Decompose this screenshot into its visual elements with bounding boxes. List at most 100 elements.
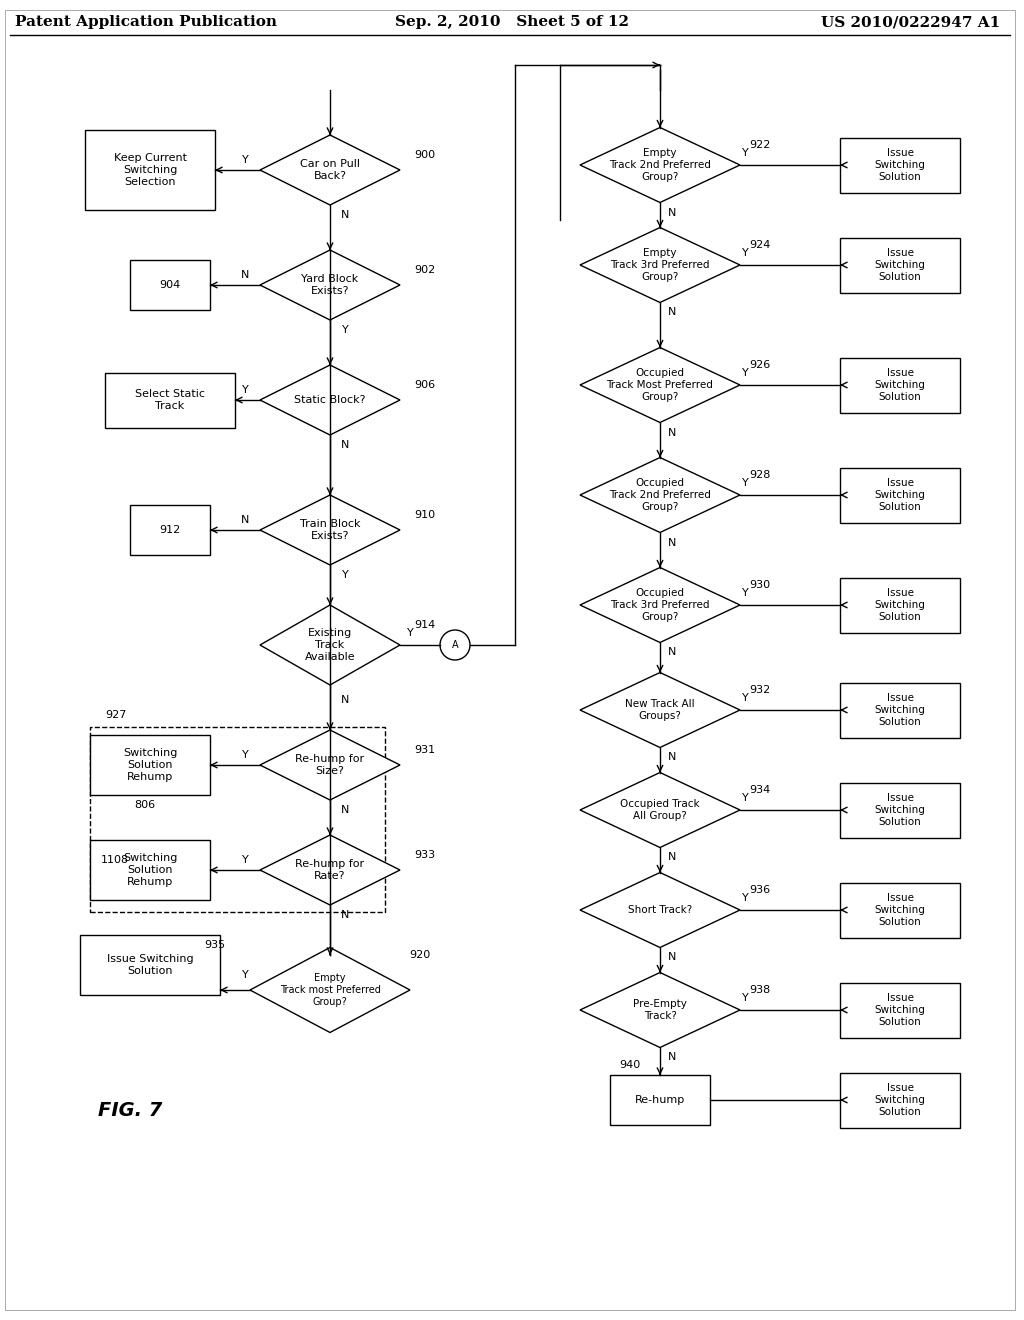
Circle shape: [440, 630, 470, 660]
Polygon shape: [260, 135, 400, 205]
Text: Pre-Empty
Track?: Pre-Empty Track?: [633, 999, 687, 1020]
FancyBboxPatch shape: [105, 372, 234, 428]
FancyBboxPatch shape: [840, 783, 961, 837]
Text: N: N: [668, 537, 676, 548]
Text: Issue
Switching
Solution: Issue Switching Solution: [874, 248, 926, 281]
Text: 806: 806: [134, 800, 156, 810]
Text: 927: 927: [105, 710, 126, 719]
Polygon shape: [260, 249, 400, 319]
Text: N: N: [341, 210, 349, 220]
FancyBboxPatch shape: [130, 260, 210, 310]
FancyBboxPatch shape: [90, 727, 385, 912]
FancyBboxPatch shape: [80, 935, 220, 995]
Text: FIG. 7: FIG. 7: [98, 1101, 162, 1119]
Text: Issue
Switching
Solution: Issue Switching Solution: [874, 894, 926, 927]
Polygon shape: [580, 347, 740, 422]
FancyBboxPatch shape: [840, 982, 961, 1038]
Text: Occupied
Track Most Preferred
Group?: Occupied Track Most Preferred Group?: [606, 368, 714, 401]
Text: N: N: [668, 1052, 676, 1063]
Polygon shape: [580, 772, 740, 847]
Text: Y: Y: [342, 325, 348, 335]
Text: N: N: [241, 271, 249, 280]
Text: New Track All
Groups?: New Track All Groups?: [626, 700, 695, 721]
Polygon shape: [260, 836, 400, 906]
Text: 906: 906: [415, 380, 435, 389]
Text: Y: Y: [242, 750, 249, 760]
Text: N: N: [668, 207, 676, 218]
Text: Y: Y: [741, 478, 749, 488]
Text: Y: Y: [242, 154, 249, 165]
FancyBboxPatch shape: [840, 1072, 961, 1127]
Text: Y: Y: [741, 587, 749, 598]
Text: Select Static
Track: Select Static Track: [135, 389, 205, 411]
Text: 935: 935: [205, 940, 225, 950]
Polygon shape: [580, 128, 740, 202]
Polygon shape: [250, 948, 410, 1032]
Text: Y: Y: [407, 628, 414, 638]
Text: Issue
Switching
Solution: Issue Switching Solution: [874, 994, 926, 1027]
Polygon shape: [260, 495, 400, 565]
Text: Existing
Track
Available: Existing Track Available: [305, 628, 355, 661]
Text: Re-hump: Re-hump: [635, 1096, 685, 1105]
Polygon shape: [580, 568, 740, 643]
Text: Issue Switching
Solution: Issue Switching Solution: [106, 954, 194, 975]
Text: N: N: [341, 696, 349, 705]
Text: Issue
Switching
Solution: Issue Switching Solution: [874, 1084, 926, 1117]
FancyBboxPatch shape: [840, 467, 961, 523]
FancyBboxPatch shape: [840, 682, 961, 738]
Text: Occupied
Track 2nd Preferred
Group?: Occupied Track 2nd Preferred Group?: [609, 478, 711, 512]
FancyBboxPatch shape: [85, 129, 215, 210]
Text: Issue
Switching
Solution: Issue Switching Solution: [874, 148, 926, 182]
Text: N: N: [668, 428, 676, 437]
Text: 912: 912: [160, 525, 180, 535]
FancyBboxPatch shape: [130, 506, 210, 554]
Text: N: N: [341, 440, 349, 450]
Text: 920: 920: [410, 950, 431, 960]
Text: 900: 900: [415, 150, 435, 160]
Text: 1108: 1108: [101, 855, 129, 865]
Text: Train Block
Exists?: Train Block Exists?: [300, 519, 360, 541]
Text: N: N: [668, 953, 676, 962]
Text: Y: Y: [741, 894, 749, 903]
Text: 940: 940: [620, 1060, 641, 1071]
Text: Y: Y: [741, 368, 749, 378]
Text: Occupied
Track 3rd Preferred
Group?: Occupied Track 3rd Preferred Group?: [610, 589, 710, 622]
Text: Y: Y: [242, 970, 249, 979]
Polygon shape: [580, 873, 740, 948]
Text: 936: 936: [750, 884, 771, 895]
Polygon shape: [260, 605, 400, 685]
Text: Sep. 2, 2010   Sheet 5 of 12: Sep. 2, 2010 Sheet 5 of 12: [395, 15, 629, 29]
FancyBboxPatch shape: [840, 578, 961, 632]
Text: Y: Y: [242, 385, 249, 395]
FancyBboxPatch shape: [840, 883, 961, 937]
Text: Y: Y: [741, 993, 749, 1003]
Text: 902: 902: [415, 265, 435, 275]
Text: Y: Y: [741, 148, 749, 158]
Text: N: N: [668, 752, 676, 763]
Text: A: A: [452, 640, 459, 649]
Text: N: N: [341, 805, 349, 814]
FancyBboxPatch shape: [840, 137, 961, 193]
FancyBboxPatch shape: [610, 1074, 710, 1125]
Text: Issue
Switching
Solution: Issue Switching Solution: [874, 589, 926, 622]
Text: 928: 928: [750, 470, 771, 480]
Text: Y: Y: [741, 248, 749, 257]
Text: 934: 934: [750, 785, 771, 795]
FancyBboxPatch shape: [840, 238, 961, 293]
Text: Occupied Track
All Group?: Occupied Track All Group?: [621, 799, 699, 821]
Text: 910: 910: [415, 510, 435, 520]
Text: Keep Current
Switching
Selection: Keep Current Switching Selection: [114, 153, 186, 186]
Text: Empty
Track 3rd Preferred
Group?: Empty Track 3rd Preferred Group?: [610, 248, 710, 281]
Polygon shape: [580, 458, 740, 532]
Text: Y: Y: [741, 693, 749, 704]
Text: Yard Block
Exists?: Yard Block Exists?: [301, 275, 358, 296]
FancyBboxPatch shape: [840, 358, 961, 413]
Text: 938: 938: [750, 985, 771, 995]
Text: 926: 926: [750, 360, 771, 370]
Text: Empty
Track most Preferred
Group?: Empty Track most Preferred Group?: [280, 973, 381, 1007]
Text: Switching
Solution
Rehump: Switching Solution Rehump: [123, 748, 177, 781]
Text: Issue
Switching
Solution: Issue Switching Solution: [874, 793, 926, 826]
Text: N: N: [341, 909, 349, 920]
Polygon shape: [580, 672, 740, 747]
Text: 933: 933: [415, 850, 435, 861]
